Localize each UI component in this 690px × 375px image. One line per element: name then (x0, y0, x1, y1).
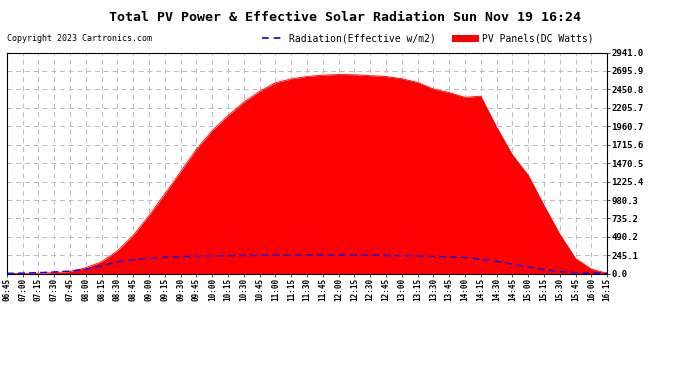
Text: Total PV Power & Effective Solar Radiation Sun Nov 19 16:24: Total PV Power & Effective Solar Radiati… (109, 11, 581, 24)
Text: Copyright 2023 Cartronics.com: Copyright 2023 Cartronics.com (7, 34, 152, 43)
Legend: Radiation(Effective w/m2), PV Panels(DC Watts): Radiation(Effective w/m2), PV Panels(DC … (258, 29, 598, 47)
